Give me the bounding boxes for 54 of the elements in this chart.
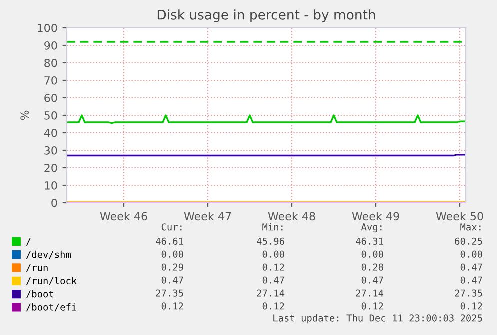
text: 27.14 [356, 290, 384, 297]
text: 0.28 [362, 264, 384, 271]
text: 46.31 [356, 238, 384, 245]
y-tick-label: 70 [44, 76, 58, 85]
text: Max: [460, 224, 481, 231]
text: 0.12 [362, 302, 384, 310]
y-tick-label: 0 [52, 198, 58, 208]
text: 0.12 [460, 302, 482, 310]
y-tick-label: 30 [44, 146, 58, 155]
line-series [67, 114, 466, 124]
y-tick-label: 100 [38, 24, 58, 32]
text: 0.47 [362, 276, 384, 284]
text: 0.12 [162, 302, 184, 310]
text: Min: [262, 223, 283, 231]
text: Last update: Thu Dec 11 23:00:03 2025 [274, 314, 482, 324]
y-tick-label: 10 [45, 181, 58, 190]
text: 0.00 [460, 250, 482, 258]
x-tick-label: Week 49 [352, 212, 400, 221]
text: 46.61 [156, 238, 184, 245]
y-tick-label: 90 [44, 41, 58, 50]
text: Avg: [361, 224, 382, 233]
text: 0.29 [162, 264, 184, 271]
text: 0.00 [262, 250, 284, 258]
legend-label: /boot/efi [26, 304, 76, 312]
text: 0.47 [262, 276, 284, 284]
legend-label: /run [26, 264, 48, 272]
chart-title: Disk usage in percent - by month [158, 10, 376, 22]
text: 27.14 [257, 290, 285, 297]
x-tick-label: Week 47 [184, 212, 232, 221]
text: 0.47 [162, 276, 184, 284]
text: Cur: [162, 224, 182, 231]
legend-label: / [26, 238, 31, 246]
text: 45.96 [257, 238, 284, 245]
legend-label: /boot [26, 290, 54, 298]
y-tick-label: 50 [44, 111, 58, 120]
y-tick-label: 80 [44, 58, 58, 68]
y-tick-label: 60 [44, 94, 58, 102]
text: 0.47 [460, 264, 482, 271]
text: 0.00 [162, 250, 184, 258]
text: 0.12 [262, 264, 284, 271]
x-tick-label: Week 46 [100, 212, 148, 221]
x-tick-label: Week 50 [436, 212, 484, 221]
text: 60.25 [455, 238, 482, 245]
x-tick-label: Week 48 [268, 212, 316, 221]
y-tick-label: 20 [44, 164, 58, 172]
legend-label: /run/lock [26, 277, 77, 286]
text: 0.47 [460, 276, 482, 284]
y-tick-label: 40 [44, 128, 58, 138]
text: 27.35 [156, 290, 184, 297]
legend-label: /dev/shm [26, 250, 71, 259]
text: 0.00 [362, 250, 384, 258]
text: 27.35 [455, 290, 482, 297]
y-axis-title: % [20, 110, 30, 120]
text: 0.12 [262, 302, 284, 310]
